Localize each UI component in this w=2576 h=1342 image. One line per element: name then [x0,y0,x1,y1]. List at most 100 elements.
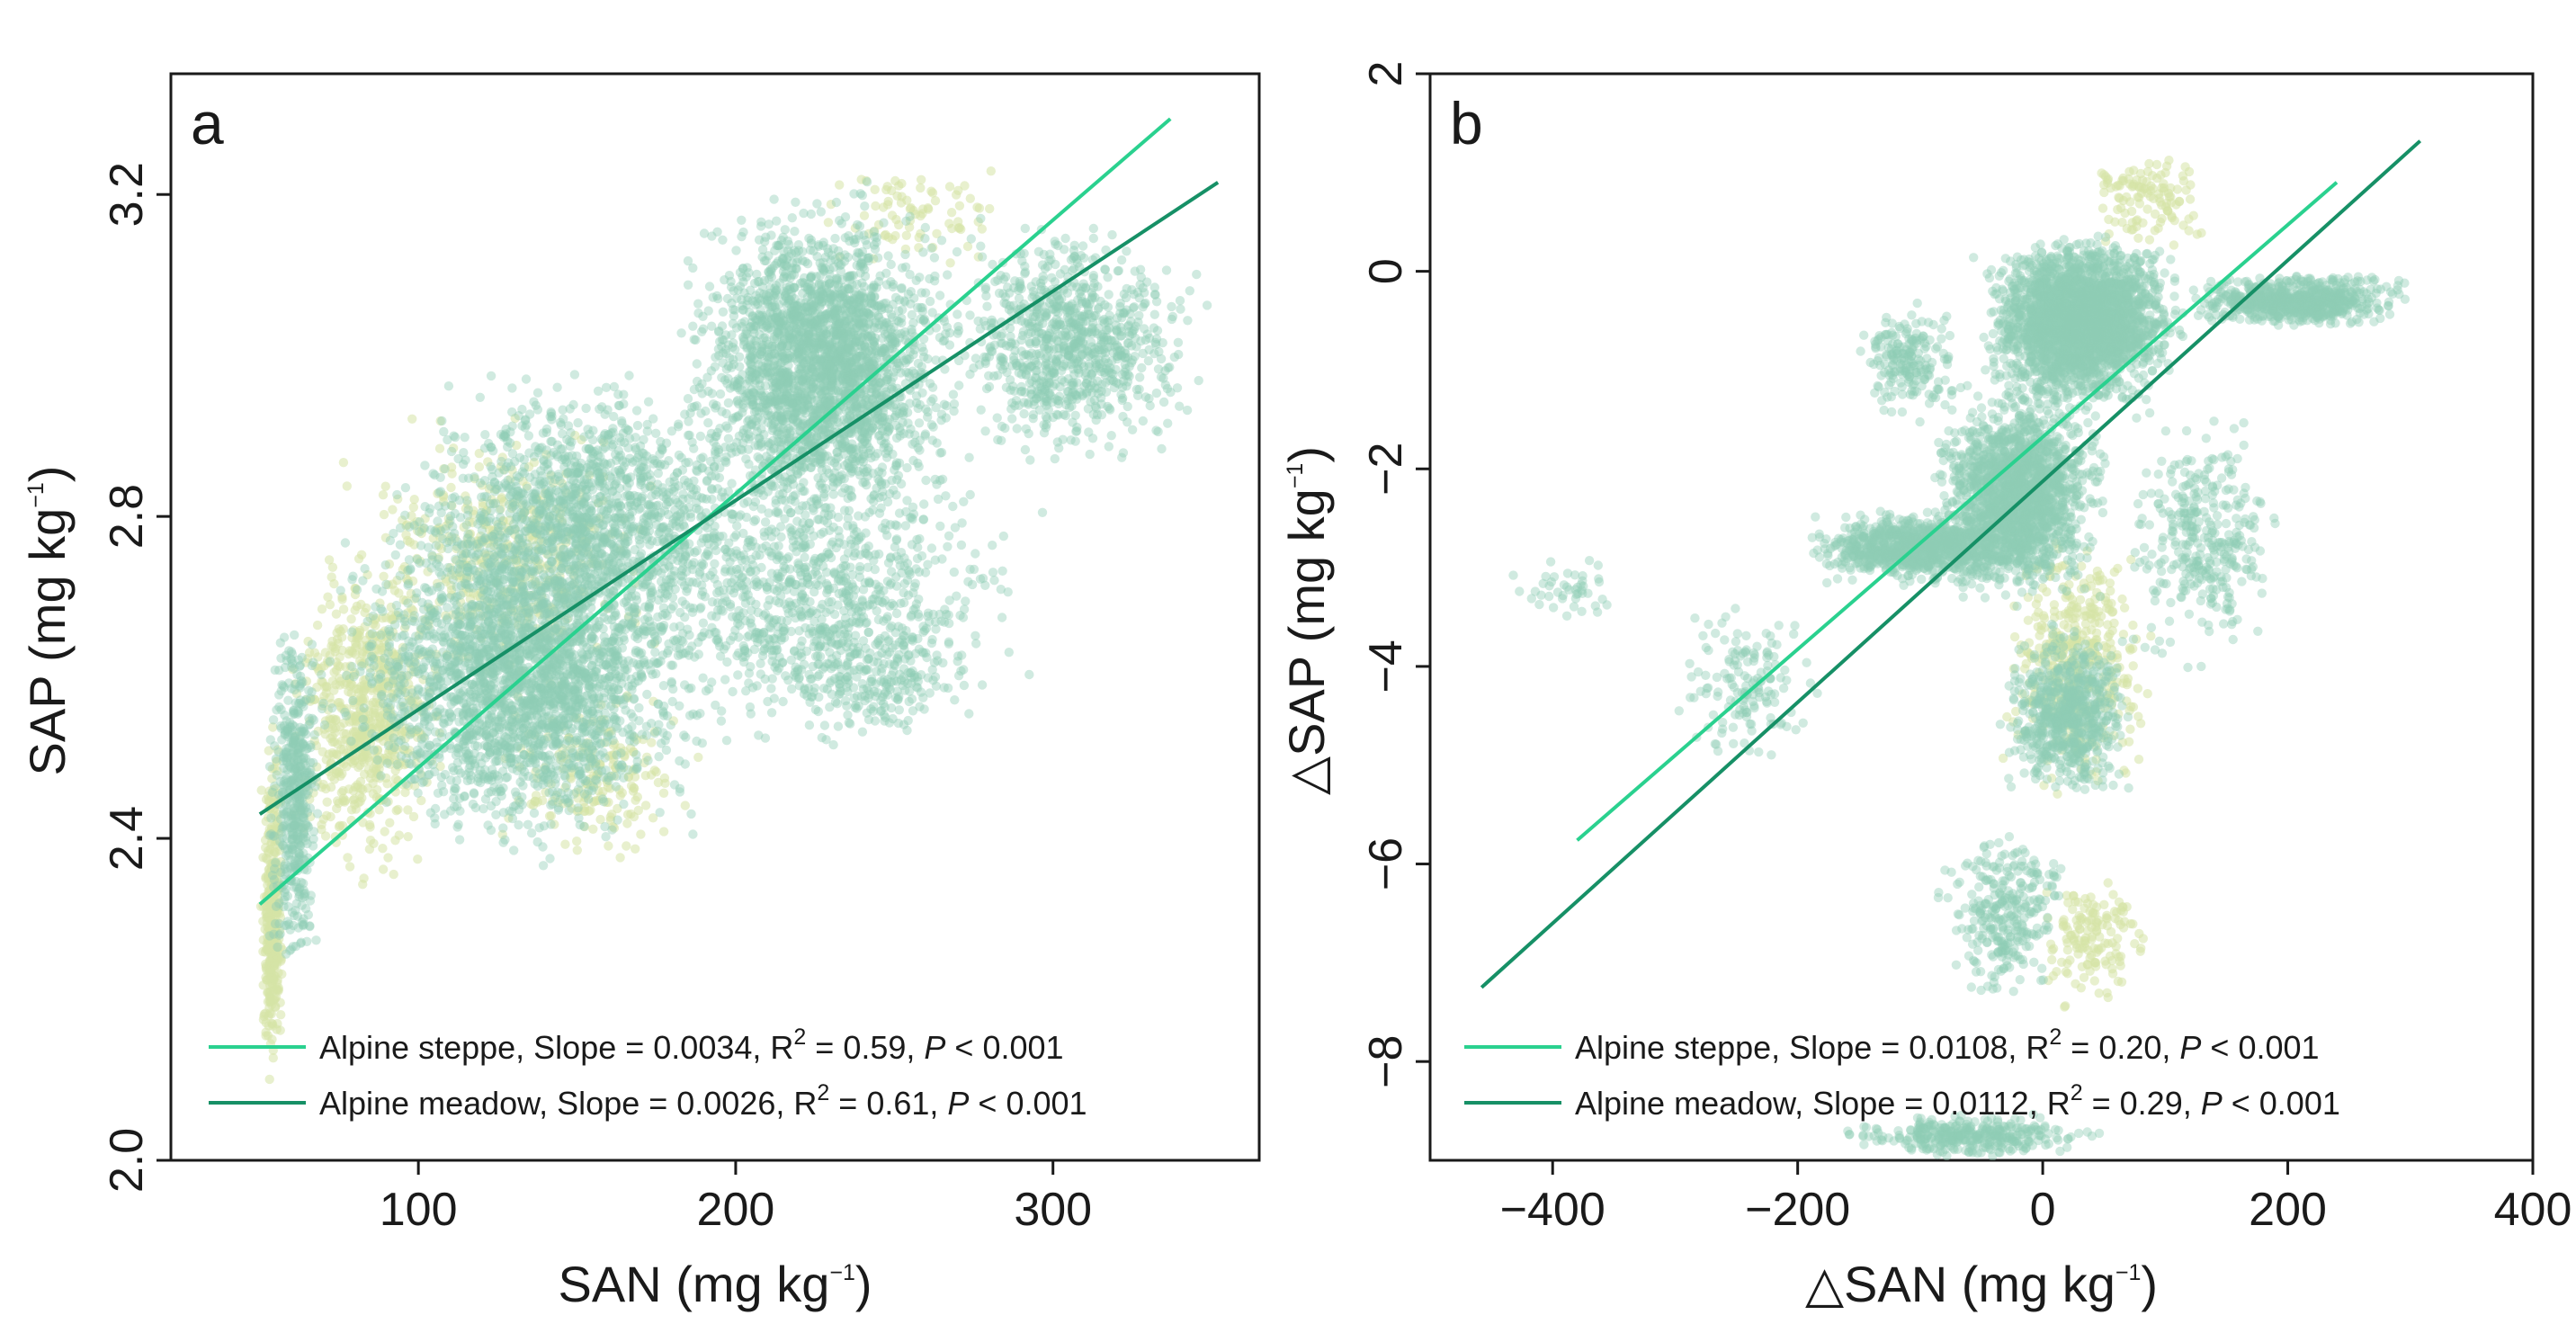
panel-a-point-steppe [901,230,911,240]
panel-a-point-meadow [312,809,323,819]
panel-a-point-meadow [563,788,573,798]
panel-a-point-meadow [524,645,534,655]
panel-a-point-steppe [380,481,390,491]
panel-a-point-meadow [616,748,626,758]
panel-a-point-steppe [263,854,273,864]
panel-a-point-steppe [660,778,670,788]
panel-a-point-meadow [529,808,540,819]
panel-a-point-steppe [631,844,640,854]
panel-a-point-meadow [383,740,394,751]
panel-a-point-meadow [448,565,458,576]
panel-a-point-meadow [486,825,496,836]
panel-a-point-steppe [835,180,845,190]
panel-a-point-meadow [407,637,417,647]
panel-a-point-meadow [414,669,424,679]
panel-a-point-meadow [347,661,357,672]
panel-a-point-steppe [273,828,284,838]
panel-a-point-meadow [552,738,563,748]
panel-a-point-meadow [627,729,637,739]
panel-a-point-meadow [475,677,485,687]
panel-a-point-meadow [539,771,549,782]
panel-a-point-steppe [264,1074,274,1085]
panel-a-point-meadow [528,679,539,689]
panel-a-point-meadow [482,773,493,783]
panel-a-point-meadow [403,656,413,666]
panel-a-point-steppe [360,607,370,618]
panel-a-point-meadow [437,781,447,791]
panel-a-point-meadow [307,640,318,649]
panel-a-point-steppe [265,915,275,925]
panel-a-point-meadow [293,773,303,783]
panel-a-point-meadow [411,658,422,668]
panel-a-point-meadow [469,789,479,799]
panel-a-point-meadow [271,754,281,764]
panel-a-point-meadow [457,690,467,700]
panel-a-point-meadow [365,668,375,678]
panel-a-point-steppe [379,571,389,581]
panel-a-point-meadow [473,774,483,783]
panel-a-point-steppe [954,201,965,210]
panel-a-point-meadow [606,771,617,781]
panel-a-point-meadow [662,730,672,740]
panel-a-point-steppe [388,505,398,514]
panel-a-point-meadow [267,787,277,797]
panel-a-point-meadow [476,751,486,762]
panel-a-point-steppe [883,232,894,242]
panel-a-point-steppe [337,595,347,604]
panel-a-point-meadow [341,711,352,720]
panel-a-point-meadow [666,678,677,688]
panel-a-point-meadow [599,687,610,698]
panel-a-point-meadow [521,608,531,618]
panel-a-point-meadow [658,681,669,691]
panel-a-point-steppe [403,832,413,842]
panel-a-point-meadow [403,598,413,608]
panel-a-point-steppe [930,196,941,206]
panel-a-point-meadow [501,773,511,783]
panel-a-point-steppe [325,600,335,610]
panel-a-point-meadow [358,714,368,724]
panel-a-point-meadow [620,665,631,675]
panel-a-point-steppe [269,974,279,984]
panel-a-point-meadow [606,665,616,675]
panel-a-point-steppe [343,853,353,863]
panel-a-point-meadow [411,593,421,603]
panel-a-point-steppe [383,853,393,863]
panel-a-point-steppe [358,880,368,890]
panel-a-point-steppe [389,586,399,595]
panel-a-point-meadow [309,658,318,667]
panel-a-point-meadow [309,757,318,768]
panel-a-point-meadow [573,803,583,813]
panel-a-point-meadow [366,641,376,652]
panel-a-point-steppe [892,191,902,201]
panel-a-point-meadow [552,661,562,672]
panel-a-point-meadow [543,733,553,743]
panel-a-point-meadow [559,684,568,693]
panel-a-point-steppe [394,830,404,840]
panel-a-point-meadow [520,738,530,748]
panel-a-point-meadow [499,731,509,741]
panel-a-point-meadow [547,690,557,700]
panel-a-point-meadow [380,560,390,570]
panel-a-point-meadow [325,657,335,667]
panel-a-point-meadow [267,870,278,881]
panel-a-point-meadow [514,727,525,737]
panel-a-point-meadow [341,670,352,681]
panel-a-point-meadow [295,797,305,807]
panel-a-point-meadow [296,679,307,689]
panel-a-point-steppe [258,935,268,945]
panel-a-point-meadow [489,687,499,698]
panel-a-point-meadow [528,755,538,765]
panel-a-point-meadow [578,752,588,763]
panel-a-point-meadow [420,625,430,635]
panel-a-point-meadow [581,738,591,748]
panel-a-point-meadow [530,779,540,789]
panel-a-point-meadow [291,906,300,916]
panel-a-point-meadow [282,752,291,763]
panel-a-point-steppe [374,805,384,815]
panel-a-point-meadow [395,540,406,550]
panel-a-point-meadow [591,761,601,771]
panel-a-point-steppe [586,805,595,815]
panel-a-point-meadow [541,707,551,717]
panel-a-point-steppe [396,757,406,767]
